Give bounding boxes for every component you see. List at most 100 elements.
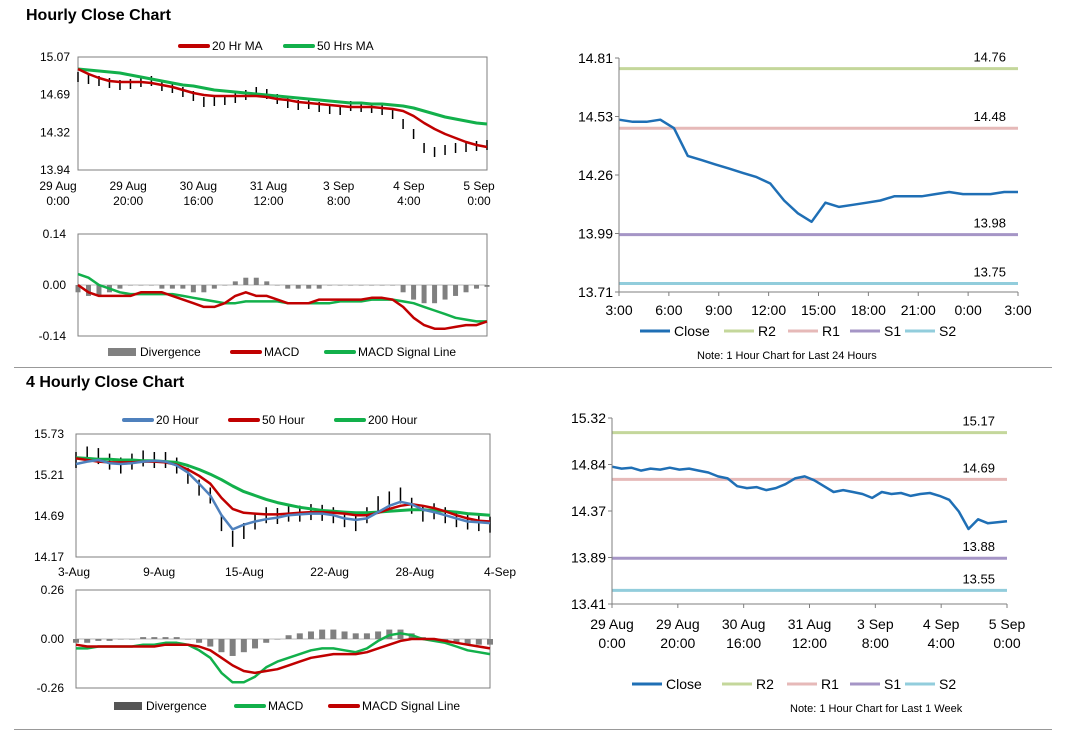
y-tick-label: 15.73 [34,427,64,441]
divergence-bar [148,285,154,286]
x-tick-label: 8:00 [862,635,889,651]
x-tick-label: 16:00 [726,635,761,651]
divergence-bar [222,285,228,286]
y-tick-label: 13.89 [571,550,606,566]
x-tick-label: 4:00 [928,635,955,651]
x-tick-label: 0:00 [598,635,625,651]
divergence-bar [243,277,249,285]
divergence-bar [75,285,81,293]
level-s2-value: 13.75 [973,264,1006,279]
divergence-bar [369,285,375,286]
legend-50hrs-ma-label: 50 Hrs MA [317,39,374,53]
divergence-bar [173,637,180,639]
y-tick-label: 14.69 [34,509,64,523]
legend-s2-label: S2 [939,323,956,339]
divergence-bar [330,629,337,639]
y-tick-label: -0.26 [37,681,65,695]
section-divider [14,367,1052,368]
divergence-bar [390,285,396,286]
legend-close-label: Close [666,676,702,692]
chart-note: Note: 1 Hour Chart for Last 24 Hours [697,350,877,362]
divergence-bar [379,285,385,286]
divergence-bar [253,277,259,285]
divergence-bar [229,639,236,656]
x-tick-label: 3 Sep [857,616,894,632]
four-hourly-price-plot-frame [75,433,491,558]
level-r1-value: 14.69 [962,460,995,475]
close-line [611,465,1008,531]
x-tick-label: 0:00 [955,302,982,318]
divergence-bar [106,639,113,641]
x-tick-label: 31 Aug [788,616,832,632]
divergence-bar [240,639,247,653]
divergence-bar [487,639,493,645]
x-tick-label: 3:00 [605,302,632,318]
divergence-bar [169,285,175,289]
x-tick-label: 16:00 [183,194,213,208]
y-tick-label: 14.26 [578,167,613,183]
divergence-bar [127,285,133,286]
close-line [618,118,1018,224]
x-tick-label: 20:00 [113,194,143,208]
divergence-bar [363,633,370,639]
x-tick-label: 29 Aug [656,616,700,632]
x-tick-label: 12:00 [751,302,786,318]
y-tick-label: 14.32 [40,125,70,139]
divergence-bar [85,285,91,296]
y-tick-label: 0.26 [41,583,65,597]
x-tick-label: 29 Aug [109,179,146,193]
legend-macd-label: MACD [268,699,304,713]
level-s2-value: 13.55 [962,571,995,586]
x-tick-label: 4 Sep [923,616,960,632]
y-tick-label: 13.41 [571,596,606,612]
y-tick-label: 0.14 [43,227,67,241]
divergence-bar [263,639,270,643]
x-tick-label: 6:00 [655,302,682,318]
ma50-line [77,67,488,126]
legend-200-hour-label: 200 Hour [368,413,417,427]
x-tick-label: 31 Aug [250,179,287,193]
level-s1-value: 13.88 [962,539,995,554]
x-tick-label: 4:00 [397,194,421,208]
divergence-bar [432,285,438,304]
macd-signal-line [75,637,491,675]
x-tick-label: 20:00 [660,635,695,651]
divergence-bar [140,637,147,639]
y-tick-label: 14.53 [578,109,613,125]
divergence-bar [207,639,214,647]
divergence-bar [196,639,203,643]
y-tick-label: -0.14 [39,329,67,343]
chart-note: Note: 1 Hour Chart for Last 1 Week [790,703,963,715]
hourly-price-plot-frame [77,56,488,171]
x-tick-label: 9-Aug [143,565,175,579]
x-tick-label: 30 Aug [722,616,766,632]
divergence-bar [375,631,382,639]
divergence-bar [117,285,123,289]
y-tick-label: 0.00 [41,632,65,646]
divergence-bar [73,639,79,643]
level-r2-value: 14.76 [973,50,1006,65]
legend-50-hour-label: 50 Hour [262,413,305,427]
x-tick-label: 3 Sep [323,179,355,193]
x-tick-label: 18:00 [851,302,886,318]
macd-line [77,283,488,330]
divergence-bar [285,285,291,289]
x-tick-label: 12:00 [792,635,827,651]
x-tick-label: 0:00 [46,194,70,208]
divergence-bar [201,285,207,293]
divergence-bar [264,281,270,285]
legend-macd-signal-label: MACD Signal Line [362,699,460,713]
x-tick-label: 22-Aug [310,565,349,579]
y-tick-label: 14.69 [40,88,70,102]
x-tick-label: 5 Sep [989,616,1026,632]
legend-divergence-label: Divergence [140,345,201,359]
y-tick-label: 15.32 [571,410,606,426]
y-tick-label: 0.00 [43,278,67,292]
legend-r1-label: R1 [822,323,840,339]
x-tick-label: 12:00 [253,194,283,208]
divergence-bar [358,285,364,286]
divergence-bar [348,285,354,286]
divergence-bar [95,639,102,641]
divergence-bar [184,639,191,640]
divergence-bar [128,639,135,640]
